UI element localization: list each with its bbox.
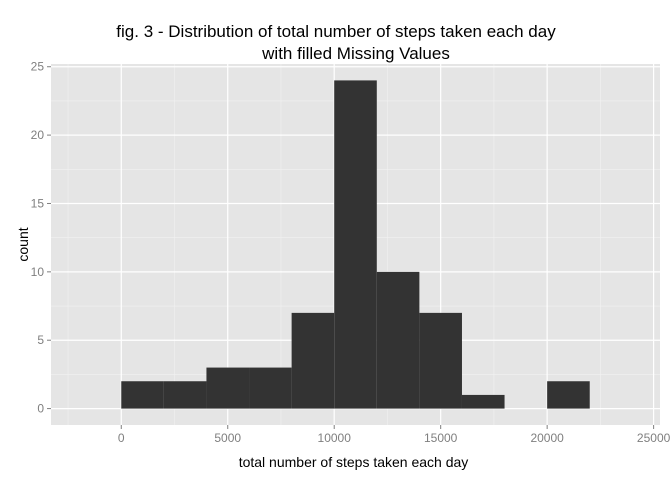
histogram-bar <box>547 381 590 409</box>
histogram-bar <box>376 271 420 409</box>
histogram-bar <box>206 367 250 409</box>
histogram-bar <box>121 381 164 409</box>
x-tick-label: 25000 <box>637 431 671 445</box>
x-axis-title: total number of steps taken each day <box>239 454 469 470</box>
histogram-bars <box>121 80 590 409</box>
y-axis-title: count <box>15 227 31 261</box>
y-axis-ticks: 0 5 10 15 20 25 <box>31 60 51 416</box>
y-tick-label: 25 <box>31 60 45 74</box>
x-tick-label: 10000 <box>318 431 352 445</box>
histogram-bar <box>419 312 462 409</box>
y-tick-label: 15 <box>31 196 45 210</box>
histogram-bar <box>291 312 335 409</box>
x-tick-label: 15000 <box>424 431 458 445</box>
histogram-bar <box>334 80 377 409</box>
y-tick-label: 20 <box>31 128 45 142</box>
x-axis-ticks: 0 5000 10000 15000 20000 25000 <box>118 425 671 445</box>
x-tick-label: 5000 <box>214 431 241 445</box>
histogram-bar <box>461 394 505 409</box>
histogram-bar <box>249 367 292 409</box>
chart-title-line-1: fig. 3 - Distribution of total number of… <box>116 22 556 41</box>
y-tick-label: 10 <box>31 265 45 279</box>
y-tick-label: 0 <box>37 402 44 416</box>
histogram-bar <box>163 381 207 409</box>
x-tick-label: 20000 <box>530 431 564 445</box>
chart-title-line-2: with filled Missing Values <box>262 44 450 63</box>
x-tick-label: 0 <box>118 431 125 445</box>
y-tick-label: 5 <box>37 333 44 347</box>
